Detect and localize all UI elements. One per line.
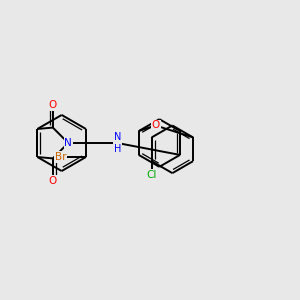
- Text: Br: Br: [55, 152, 67, 162]
- Text: O: O: [152, 121, 160, 130]
- Text: O: O: [49, 176, 57, 186]
- Text: N: N: [64, 138, 72, 148]
- Text: N
H: N H: [114, 132, 121, 154]
- Text: O: O: [49, 100, 57, 110]
- Text: Cl: Cl: [146, 170, 157, 180]
